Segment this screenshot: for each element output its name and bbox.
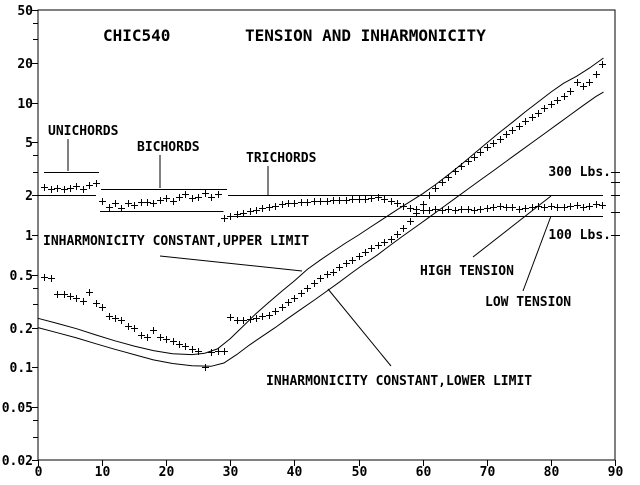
y-axis-tick-label: 2 [25, 189, 33, 204]
x-axis-tick-label: 10 [95, 465, 111, 480]
callout-leader-lines [67, 139, 552, 367]
y-axis-tick-label: 50 [17, 4, 33, 19]
x-axis-tick-label: 60 [416, 465, 432, 480]
axis-ticks [32, 10, 620, 466]
tension-points [41, 180, 606, 222]
chart-subtitle: CHIC540 [103, 26, 170, 45]
y-axis-tick-label: 10 [17, 97, 33, 112]
y-axis-tick-label: 1 [25, 229, 33, 244]
section-limit-lines [38, 172, 604, 217]
y-axis-tick-label: 0.2 [10, 322, 33, 337]
high-tension-leader-line [472, 195, 552, 258]
lower-limit-label: INHARMONICITY CONSTANT,LOWER LIMIT [266, 374, 532, 389]
low-tension-leader-line [522, 215, 552, 292]
tension-300lbs-label: 300 Lbs. [548, 165, 611, 180]
tension-100lbs-label: 100 Lbs. [548, 228, 611, 243]
inharmonicity-points [41, 61, 606, 371]
x-axis-tick-label: 40 [287, 465, 303, 480]
y-axis-tick-label: 5 [25, 136, 33, 151]
upper-limit-label: INHARMONICITY CONSTANT,UPPER LIMIT [43, 234, 309, 249]
bichords-label: BICHORDS [137, 140, 200, 155]
lower-limit-leader-line [327, 288, 392, 367]
inharmonicity-lower-limit-curve [37, 91, 604, 367]
inharmonicity-upper-limit-curve [37, 57, 604, 356]
high-tension-label: HIGH TENSION [420, 264, 514, 279]
x-axis-tick-label: 20 [159, 465, 175, 480]
x-axis-tick-label: 30 [223, 465, 239, 480]
y-axis-tick-label: 20 [17, 57, 33, 72]
y-axis-tick-label: 0.1 [10, 361, 34, 376]
y-axis-tick-label: 0.05 [2, 401, 33, 416]
y-axis-tick-label: 0.5 [10, 269, 33, 284]
limit-curves [37, 57, 604, 367]
axis-tick-labels: 50 20 10 5 2 1 0.5 0.2 0.1 0.05 0.020 10 20 30 40 50 60 7… [2, 4, 624, 480]
upper-limit-leader-line [159, 255, 303, 272]
low-tension-label: LOW TENSION [485, 295, 571, 310]
data-points [41, 61, 606, 371]
x-axis-tick-label: 50 [352, 465, 368, 480]
x-axis-tick-label: 80 [544, 465, 560, 480]
chart-title: TENSION AND INHARMONICITY [245, 26, 486, 45]
x-axis-tick-label: 90 [608, 465, 624, 480]
y-axis-tick-label: 0.02 [2, 454, 33, 469]
x-axis-tick-label: 0 [35, 465, 43, 480]
x-axis-tick-label: 70 [480, 465, 496, 480]
unichords-label: UNICHORDS [48, 124, 119, 139]
trichords-label: TRICHORDS [246, 151, 317, 166]
